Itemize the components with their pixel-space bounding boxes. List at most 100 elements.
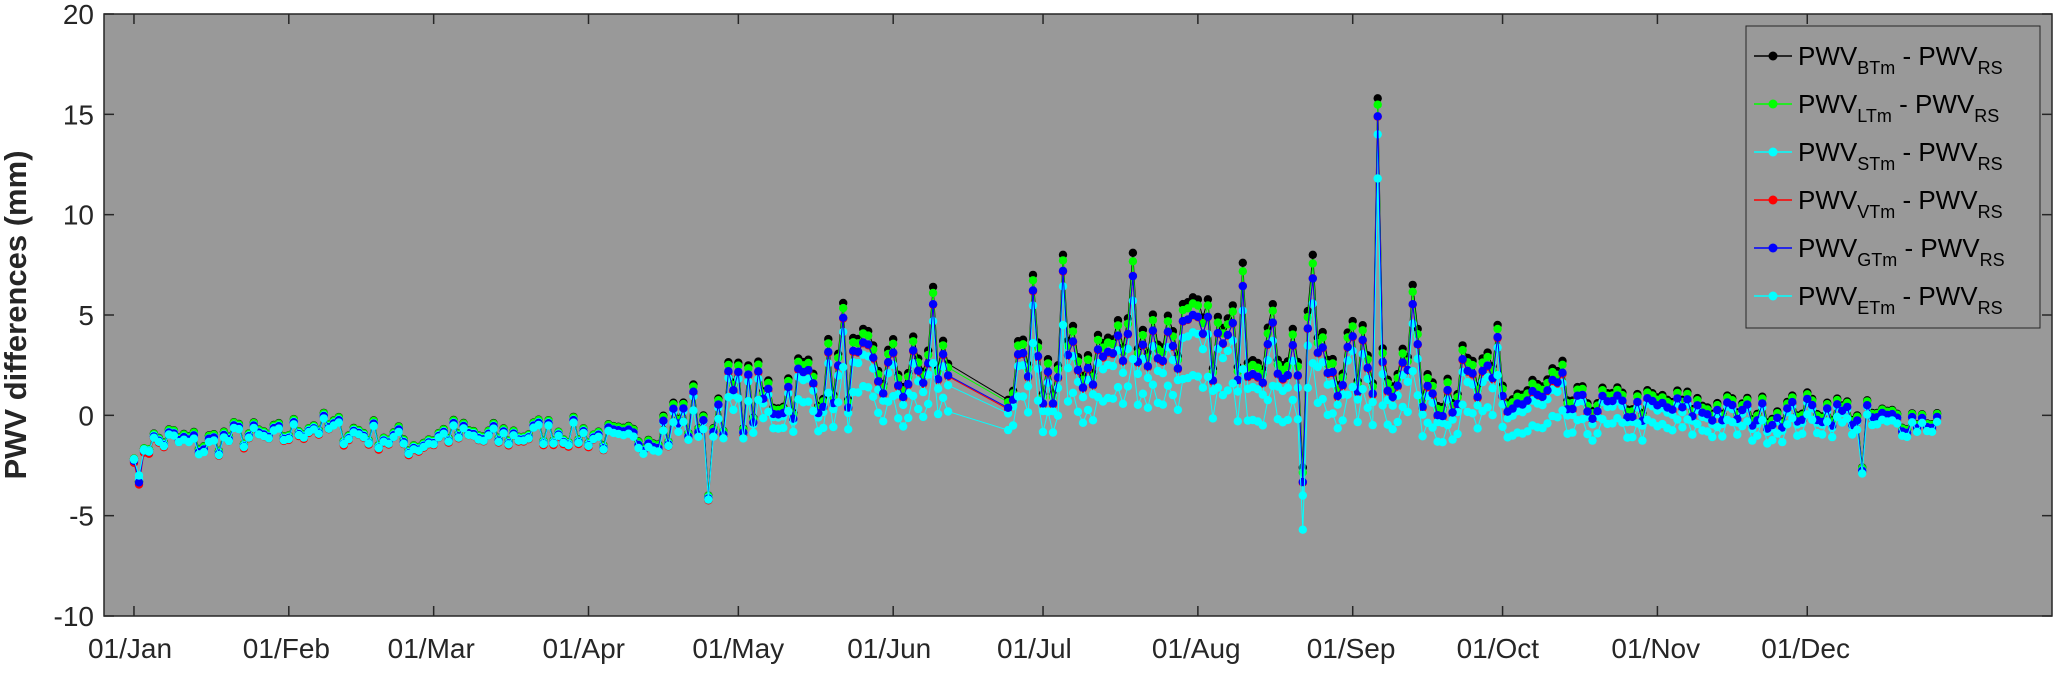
data-point bbox=[1173, 405, 1183, 415]
legend-marker bbox=[1768, 99, 1778, 109]
data-point bbox=[1063, 364, 1073, 373]
data-point bbox=[904, 413, 913, 423]
data-point bbox=[1927, 427, 1937, 436]
data-point bbox=[1043, 407, 1053, 416]
data-point bbox=[1783, 404, 1792, 413]
data-point bbox=[869, 392, 878, 401]
data-point bbox=[1673, 394, 1682, 403]
data-point bbox=[1917, 418, 1927, 427]
data-point bbox=[1788, 414, 1797, 423]
data-point bbox=[599, 445, 608, 454]
data-point bbox=[374, 443, 383, 453]
data-point bbox=[629, 432, 638, 441]
data-point bbox=[639, 449, 648, 458]
data-point bbox=[928, 282, 938, 292]
x-axis: 01/Jan 01/Feb 01/Mar 01/Apr 01/May 01/Jun 01/J… bbox=[88, 14, 1850, 664]
data-point bbox=[754, 360, 763, 369]
data-point bbox=[1358, 384, 1367, 394]
data-point bbox=[1068, 337, 1078, 346]
data-point bbox=[1932, 417, 1942, 426]
data-point bbox=[779, 423, 788, 433]
data-point bbox=[1018, 340, 1028, 349]
data-point bbox=[679, 417, 688, 426]
data-point bbox=[1058, 282, 1068, 291]
data-point bbox=[289, 420, 298, 429]
data-point bbox=[1238, 258, 1248, 267]
data-point bbox=[784, 406, 793, 416]
x-tick-label: 01/May bbox=[692, 633, 784, 664]
data-point bbox=[1088, 380, 1098, 389]
data-point bbox=[899, 392, 908, 402]
data-point bbox=[659, 416, 668, 425]
legend-marker bbox=[1768, 195, 1778, 205]
data-point bbox=[1668, 426, 1677, 435]
data-point bbox=[844, 425, 853, 434]
data-point bbox=[1683, 415, 1692, 424]
data-point bbox=[1148, 316, 1158, 325]
data-point bbox=[1318, 394, 1327, 404]
data-point bbox=[1328, 409, 1337, 418]
data-point bbox=[1083, 355, 1093, 364]
data-point bbox=[1133, 400, 1143, 409]
data-point bbox=[689, 387, 698, 396]
data-point bbox=[1803, 410, 1812, 419]
legend-label-part: RS bbox=[1978, 58, 2003, 78]
data-point bbox=[1678, 423, 1687, 432]
data-point bbox=[1618, 396, 1627, 405]
data-point bbox=[1843, 414, 1852, 423]
data-point bbox=[854, 347, 863, 356]
data-point bbox=[749, 428, 758, 437]
data-point bbox=[809, 406, 818, 416]
data-point bbox=[499, 429, 508, 438]
data-point bbox=[714, 414, 723, 424]
legend-label-part: - PWV bbox=[1895, 281, 1978, 311]
y-tick-label: 5 bbox=[78, 300, 94, 331]
data-point bbox=[724, 367, 733, 376]
y-tick-label: -5 bbox=[69, 501, 94, 532]
data-point bbox=[1428, 389, 1437, 398]
data-point bbox=[1523, 396, 1532, 405]
data-point bbox=[1443, 378, 1452, 387]
data-point bbox=[1348, 332, 1357, 341]
data-point bbox=[1203, 295, 1213, 304]
data-point bbox=[1023, 382, 1033, 391]
data-point bbox=[809, 386, 818, 395]
data-point bbox=[1138, 389, 1148, 398]
data-point bbox=[894, 381, 903, 390]
data-point bbox=[449, 421, 458, 430]
data-point bbox=[919, 387, 928, 397]
data-point bbox=[909, 346, 918, 355]
data-point bbox=[864, 340, 873, 349]
data-point bbox=[1228, 379, 1238, 388]
data-point bbox=[1753, 431, 1762, 440]
data-point bbox=[314, 429, 323, 438]
data-point bbox=[524, 434, 533, 443]
y-tick-label: 15 bbox=[63, 99, 94, 130]
data-point bbox=[1213, 318, 1223, 327]
legend-label-part: - PWV bbox=[1895, 137, 1978, 167]
data-point bbox=[1228, 307, 1238, 316]
data-point bbox=[669, 418, 678, 427]
data-point bbox=[1728, 417, 1737, 427]
data-point bbox=[1293, 415, 1303, 424]
data-point bbox=[938, 350, 948, 359]
data-point bbox=[634, 443, 643, 453]
data-point bbox=[864, 383, 873, 392]
data-point bbox=[264, 434, 273, 443]
data-point bbox=[1553, 413, 1562, 422]
data-point bbox=[1408, 367, 1417, 376]
data-point bbox=[1713, 405, 1722, 415]
data-point bbox=[1498, 391, 1507, 401]
y-tick-label: 20 bbox=[63, 0, 94, 30]
x-tick-label: 01/Nov bbox=[1611, 633, 1700, 664]
data-point bbox=[159, 441, 169, 451]
legend-label-part: GTm bbox=[1857, 250, 1897, 270]
data-point bbox=[699, 424, 708, 434]
data-point bbox=[1483, 352, 1492, 362]
data-point bbox=[1258, 390, 1268, 399]
data-point bbox=[1398, 358, 1407, 367]
data-point bbox=[1638, 436, 1647, 445]
data-point bbox=[1558, 406, 1567, 415]
data-point bbox=[1558, 360, 1567, 369]
